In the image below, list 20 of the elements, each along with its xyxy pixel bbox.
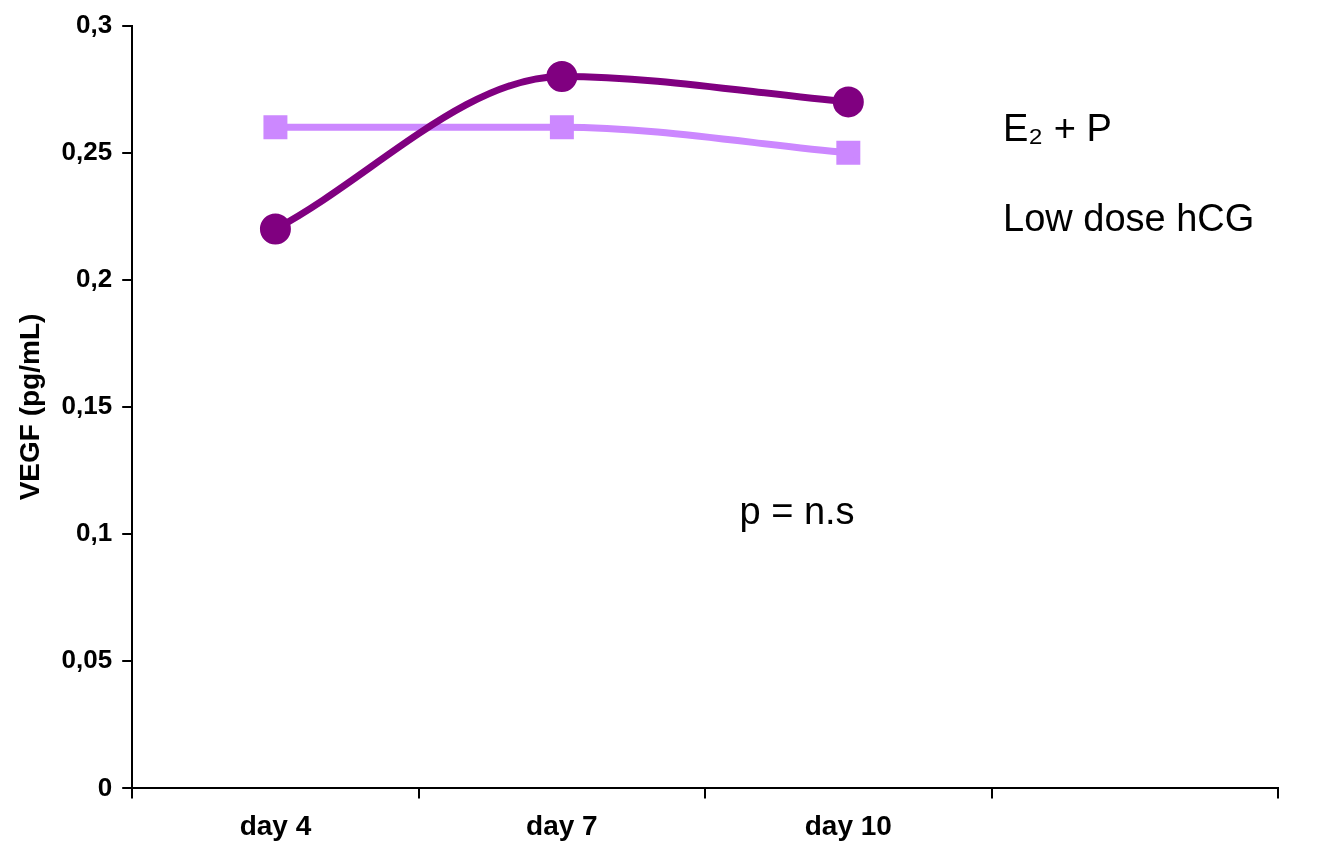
annotation: p = n.s (739, 490, 855, 533)
y-tick-label: 0,15 (61, 390, 113, 421)
point (836, 140, 861, 165)
point (832, 86, 864, 118)
point (259, 213, 291, 245)
y-axis-title: VEGF (pg/mL) (13, 313, 45, 501)
x-tick-label: day 7 (526, 809, 598, 841)
point (549, 115, 574, 140)
y-tick-label: 0,2 (76, 263, 113, 294)
text: E₂ + P (1003, 107, 1112, 150)
y-tick-label: 0,3 (76, 8, 113, 39)
y-tick-label: 0,25 (61, 135, 113, 166)
x-tick-label: day 10 (804, 809, 892, 841)
point (546, 60, 578, 92)
y-tick-label: 0,1 (76, 517, 113, 548)
y-tick-label: 0,05 (61, 644, 113, 675)
text: Low dose hCG (1003, 197, 1255, 240)
point (263, 115, 288, 140)
x-tick-label: day 4 (239, 809, 312, 841)
y-tick-label: 0 (97, 771, 113, 802)
